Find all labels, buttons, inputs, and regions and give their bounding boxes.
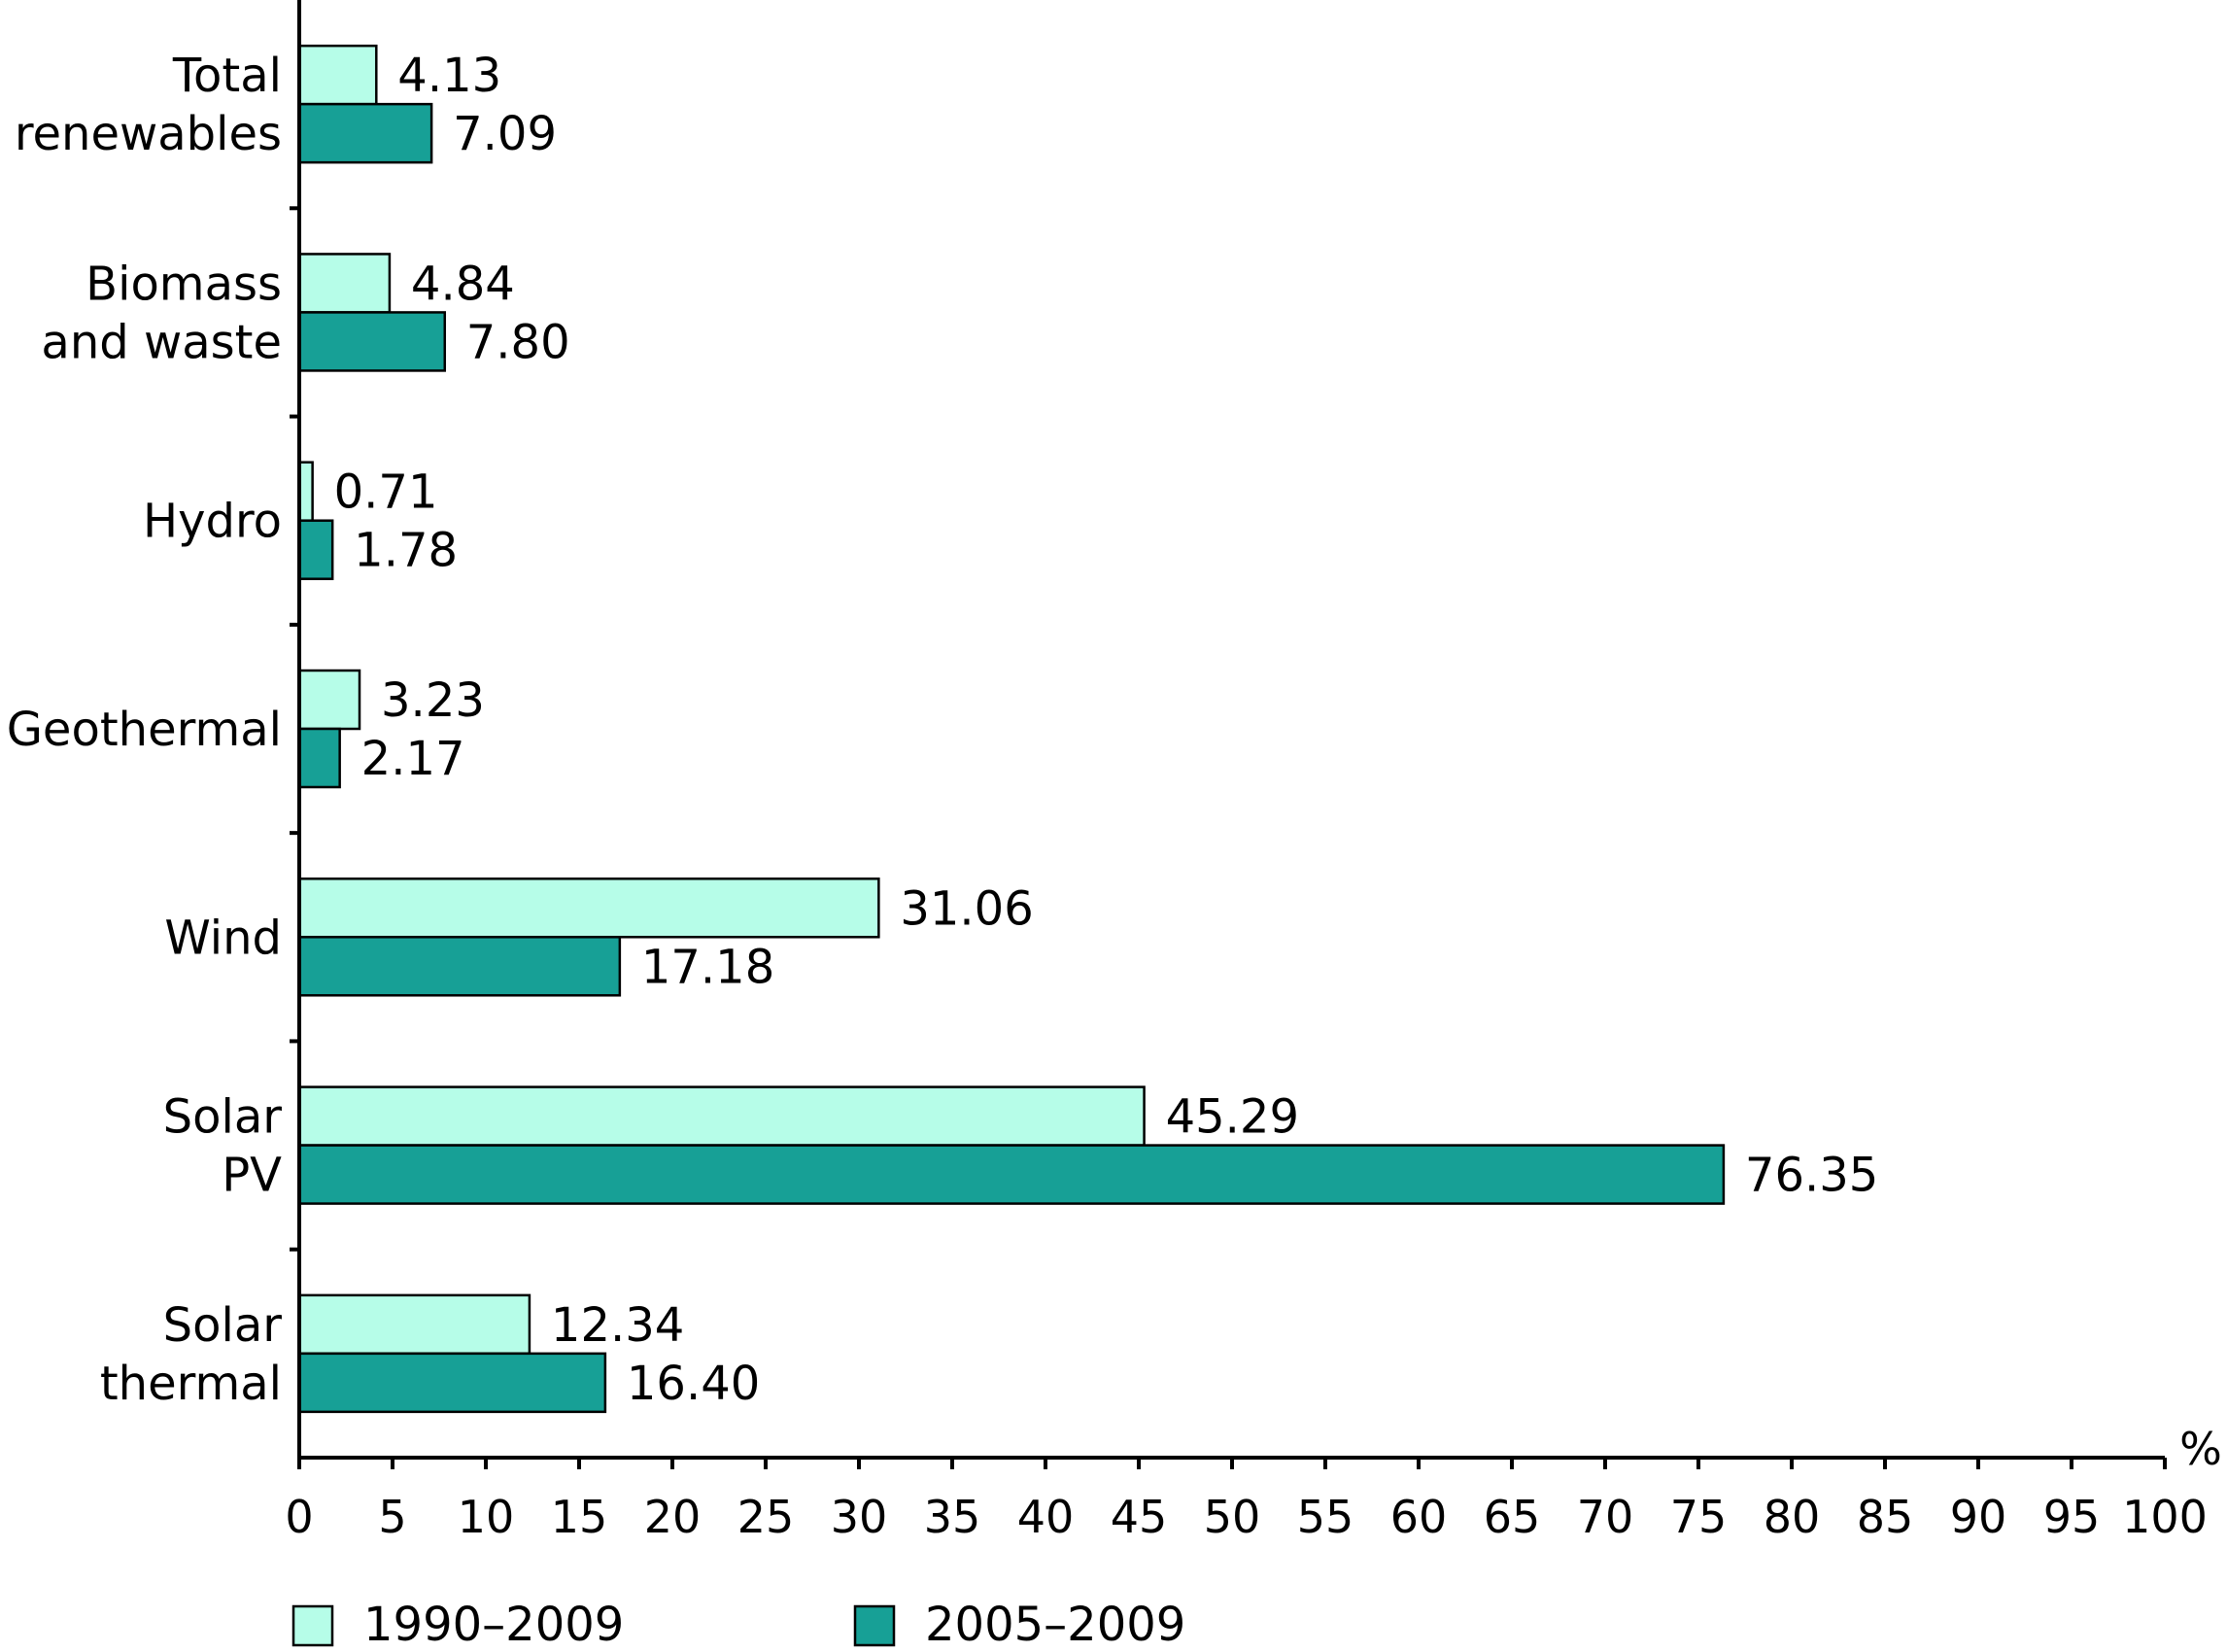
x-tick-label: 35: [924, 1491, 981, 1543]
x-tick-label: 90: [1950, 1491, 2007, 1543]
x-tick-label: 5: [378, 1491, 406, 1543]
data-label: 4.13: [397, 49, 501, 103]
x-tick-label: 55: [1297, 1491, 1354, 1543]
category-label: Geothermal: [7, 703, 282, 757]
x-tick-label: 30: [831, 1491, 888, 1543]
data-label: 3.23: [381, 673, 485, 728]
x-tick-label: 70: [1577, 1491, 1634, 1543]
bar-series-1: [297, 44, 378, 106]
data-label: 45.29: [1166, 1090, 1299, 1145]
legend-label: 2005–2009: [925, 1598, 1185, 1652]
x-tick-label: 100: [2122, 1491, 2208, 1543]
legend-label: 1990–2009: [363, 1598, 624, 1652]
data-label: 4.84: [411, 257, 515, 311]
bar-series-1: [297, 878, 880, 939]
legend-swatch: [291, 1604, 334, 1647]
data-label: 31.06: [900, 881, 1033, 936]
bar-series-1: [297, 669, 361, 731]
bar-series-2: [297, 102, 433, 164]
category-label: renewables: [15, 107, 282, 161]
axes-layer: %: [297, 0, 2222, 1475]
x-tick-label: 25: [737, 1491, 795, 1543]
category-label: PV: [222, 1149, 282, 1203]
x-tick-label: 50: [1204, 1491, 1261, 1543]
data-label: 7.09: [453, 107, 557, 161]
bar-series-2: [297, 311, 447, 372]
x-axis-unit-label: %: [2179, 1423, 2222, 1475]
category-label: and waste: [41, 315, 282, 369]
category-label: Hydro: [143, 495, 282, 549]
data-label: 0.71: [334, 465, 438, 520]
bar-series-1: [297, 1085, 1146, 1147]
x-tick-label: 95: [2043, 1491, 2101, 1543]
bar-series-1: [297, 461, 314, 522]
x-tick-label: 45: [1111, 1491, 1168, 1543]
category-label: Biomass: [86, 257, 282, 311]
category-label: Total: [172, 49, 282, 103]
x-tick-label: 75: [1670, 1491, 1728, 1543]
data-label: 1.78: [354, 524, 458, 578]
bar-series-2: [297, 1144, 1726, 1205]
bar-series-1: [297, 253, 392, 314]
x-tick-label: 80: [1764, 1491, 1821, 1543]
x-tick-label: 85: [1857, 1491, 1914, 1543]
x-tick-label: 0: [285, 1491, 313, 1543]
x-tick-label: 60: [1390, 1491, 1448, 1543]
bar-series-2: [297, 936, 622, 997]
bar-series-1: [297, 1293, 531, 1356]
category-label: Wind: [164, 911, 282, 965]
bars-layer: [297, 44, 1726, 1414]
bar-series-2: [297, 727, 341, 789]
bar-series-2: [297, 1352, 607, 1414]
data-label: 16.40: [627, 1357, 760, 1411]
ticks-layer: 0 5 10 15 20 25 30 35 40 45 50 55 60 65 70 75 80 85 90 95 10…: [285, 206, 2208, 1543]
x-tick-label: 15: [551, 1491, 608, 1543]
x-tick-label: 20: [644, 1491, 702, 1543]
data-label: 12.34: [551, 1298, 684, 1353]
bar-series-2: [297, 519, 334, 580]
category-label: Solar: [163, 1090, 283, 1145]
data-label: 2.17: [361, 732, 465, 786]
category-label: Solar: [163, 1298, 283, 1353]
data-label: 17.18: [641, 940, 774, 994]
data-label: 7.80: [466, 315, 570, 369]
x-tick-label: 10: [458, 1491, 515, 1543]
legend-swatch: [853, 1604, 896, 1647]
x-tick-label: 40: [1017, 1491, 1075, 1543]
category-label: thermal: [100, 1357, 282, 1411]
x-tick-label: 65: [1484, 1491, 1541, 1543]
data-label: 76.35: [1745, 1149, 1878, 1203]
legend: 1990–2009 2005–2009: [291, 1598, 1185, 1652]
